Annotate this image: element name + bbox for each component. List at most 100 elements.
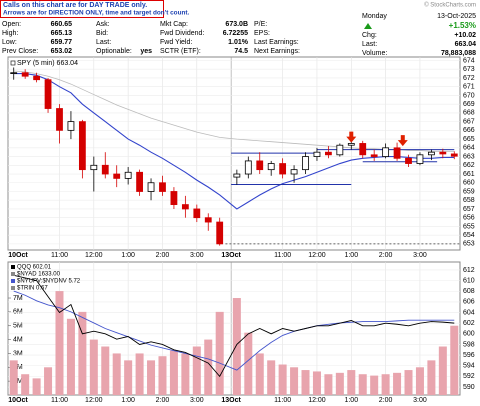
volume-bar [169,350,178,395]
volume-bar [278,364,287,395]
field-value: 653.02 [51,48,73,55]
field-value: 74.5 [234,48,248,55]
volume-bar [335,372,344,395]
y-tick-label: 662 [463,162,475,169]
note: Calls on this chart are for DAY TRADE on… [3,2,147,9]
volume-bar [204,339,213,395]
field-label: EPS: [254,30,270,37]
y-tick-label: 5M [13,323,23,330]
y-tick-label: 661 [463,171,475,178]
up-arrow [364,23,372,29]
candle-body [78,121,86,171]
candle-body [170,191,178,205]
candle-body [382,147,390,157]
candle-body [393,147,401,159]
field-label: Prev Close: [2,48,38,55]
y2-tick-label: 590 [463,384,475,391]
volume-bar [393,372,402,395]
candle-body [216,221,224,245]
volume-bar [358,374,367,395]
volume-bar [215,311,224,395]
field-label: Mkt Cap: [160,21,188,28]
y2-tick-label: 596 [463,352,475,359]
legend-swatch [10,60,16,66]
field-label: Last: [96,39,111,46]
day: Monday [362,13,387,20]
y-tick-label: 656 [463,215,475,222]
x-tick-label: 3:00 [413,252,427,259]
y2-tick-label: 608 [463,288,475,295]
volume-bar [301,370,310,395]
legend: QQQ 602.01 [17,265,52,271]
x-tick-label: 2:00 [379,252,393,259]
volume-bar [312,371,321,395]
y-tick-label: 4M [13,336,23,343]
candle-body [33,75,41,81]
note-box [0,0,164,18]
field-label: Bid: [96,30,108,37]
legend: $NYUPV:$NYDNV 5.72 [17,279,81,285]
field-label: Chg: [362,32,377,39]
legend: $TRIN 0.67 [17,286,48,292]
field-label: Last: [362,41,377,48]
volume-bar [232,298,241,395]
series-line [13,290,455,371]
x-tick-label: 11:00 [274,397,291,404]
candle-body [279,163,287,175]
volume-bar [181,353,190,395]
y-tick-label: 673 [463,66,475,73]
header-fields: Open: 660.65 High: 665.13 Low: 659.77 Prev Clo… [2,21,476,57]
volume-bar [44,367,53,395]
field-value: yes [140,48,152,55]
direction-arrow [397,135,408,147]
y2-tick-label: 604 [463,309,475,316]
x-tick-label: 12:00 [85,252,103,259]
y-tick-label: 668 [463,110,475,117]
y2-tick-label: 602 [463,320,475,327]
volume-bar [89,339,98,395]
y-tick-label: 658 [463,197,475,204]
candle-body [101,164,109,175]
y-tick-label: 666 [463,127,475,134]
field-value: 665.13 [51,30,73,37]
volume-bar [427,360,436,395]
volume-bar [21,374,30,395]
volume-bar [450,325,459,395]
field-value: 673.0B [225,21,248,28]
x-tick-label: 3:00 [190,397,204,404]
candle-body [67,121,75,131]
y-tick-label: 665 [463,136,475,143]
volume-bar [255,353,264,395]
volume-bar [32,378,41,395]
field-label: Ask: [96,21,110,28]
legend-swatch [11,265,15,269]
field-label: P/E: [254,21,267,28]
candle-body [56,108,63,131]
candle-body [290,169,298,175]
legend-swatch [11,279,15,283]
x-tick-label: 2:00 [379,397,393,404]
candle-body [147,182,155,192]
field-label: Fwd Dividend: [160,30,204,37]
field-label: Low: [2,39,17,46]
candle-body [439,151,447,155]
x-tick-label: 11:00 [274,252,291,259]
y2-tick-label: 610 [463,277,475,284]
y-tick-label: 659 [463,188,475,195]
volume-bar [55,291,64,395]
field-value: 1.01% [228,39,249,46]
candle-body [159,182,166,192]
volume-bar [112,353,121,395]
candle-body [124,171,132,179]
volume-bar [124,360,133,395]
y-tick-label: 3M [13,350,23,357]
field-label: High: [2,30,18,37]
note: Arrows are for DIRECTION ONLY, time and … [3,10,189,17]
x-tick-label: 13Oct [221,252,241,259]
candle-body [44,79,52,109]
candle-body [370,154,378,157]
volume-bar [78,311,87,395]
x-tick-label: 12:00 [308,397,326,404]
y-tick-label: 6M [13,309,23,316]
legend-swatch [11,272,15,276]
